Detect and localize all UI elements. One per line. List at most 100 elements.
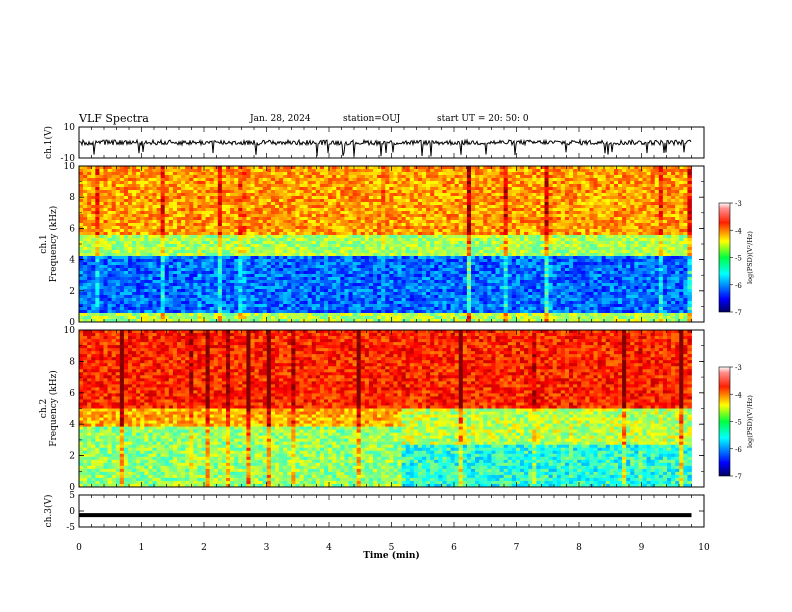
- spectrogram-cell: [95, 289, 100, 293]
- spectrogram-cell: [385, 271, 390, 275]
- spectrogram-cell: [405, 262, 411, 266]
- spectrogram-cell: [181, 229, 186, 233]
- spectrogram-cell: [393, 256, 398, 260]
- spectrogram-cell: [319, 277, 325, 281]
- spectrogram-cell: [168, 298, 174, 302]
- spectrogram-cell: [336, 235, 341, 239]
- spectrogram-cell: [364, 301, 370, 305]
- spectrogram-cell: [340, 316, 345, 320]
- spectrogram-cell: [344, 181, 349, 185]
- spectrogram-cell: [262, 214, 268, 218]
- spectrogram-cell: [446, 280, 451, 284]
- spectrogram-cell: [275, 298, 280, 302]
- spectrogram-cell: [136, 313, 141, 317]
- spectrogram-cell: [303, 202, 309, 206]
- spectrogram-cell: [221, 307, 227, 311]
- spectrogram-cell: [152, 277, 157, 281]
- spectrogram-cell: [279, 223, 284, 227]
- spectrogram-cell: [164, 208, 170, 212]
- spectrogram-cell: [422, 268, 427, 272]
- spectrogram-cell: [303, 217, 309, 221]
- spectrogram-cell: [246, 199, 251, 203]
- spectrogram-cell: [389, 217, 394, 221]
- spectrogram-cell: [119, 316, 125, 320]
- spectrogram-cell: [401, 247, 407, 251]
- spectrogram-cell: [332, 241, 337, 245]
- spectrogram-cell: [328, 172, 333, 176]
- spectrogram-cell: [181, 265, 186, 269]
- spectrogram-cell: [462, 298, 468, 302]
- spectrogram-cell: [377, 193, 382, 197]
- spectrogram-cell: [185, 214, 190, 218]
- spectrogram-cell: [344, 262, 349, 266]
- spectrogram-cell: [238, 259, 243, 263]
- spectrogram-cell: [430, 277, 435, 281]
- spectrogram-cell: [307, 256, 313, 260]
- spectrogram-cell: [250, 271, 255, 275]
- spectrogram-cell: [230, 196, 235, 200]
- spectrogram-cell: [152, 220, 157, 224]
- spectrogram-cell: [295, 202, 300, 206]
- spectrogram-cell: [377, 229, 382, 233]
- spectrogram-cell: [79, 220, 84, 224]
- spectrogram-cell: [250, 280, 255, 284]
- spectrogram-cell: [422, 295, 427, 299]
- spectrogram-cell: [356, 241, 362, 245]
- spectrogram-cell: [393, 313, 398, 317]
- spectrogram-cell: [454, 229, 460, 233]
- spectrogram-cell: [315, 199, 321, 203]
- spectrogram-cell: [348, 223, 353, 227]
- spectrogram-cell: [115, 172, 121, 176]
- spectrogram-cell: [119, 259, 125, 263]
- spectrogram-cell: [283, 307, 288, 311]
- spectrogram-cell: [213, 253, 219, 257]
- spectrogram-cell: [340, 304, 345, 308]
- spectrogram-cell: [373, 238, 378, 242]
- spectrogram-cell: [401, 310, 407, 314]
- spectrogram-cell: [262, 226, 268, 230]
- spectrogram-cell: [91, 238, 96, 242]
- spectrogram-cell: [156, 196, 162, 200]
- spectrogram-cell: [95, 178, 100, 182]
- spectrogram-cell: [373, 256, 378, 260]
- spectrogram-cell: [201, 274, 206, 278]
- spectrogram-cell: [291, 313, 296, 317]
- spectrogram-cell: [426, 268, 431, 272]
- spectrogram-cell: [324, 169, 329, 173]
- spectrogram-cell: [164, 187, 170, 191]
- spectrogram-cell: [275, 238, 280, 242]
- spectrogram-cell: [299, 208, 304, 212]
- spectrogram-cell: [99, 223, 104, 227]
- spectrogram-cell: [454, 250, 460, 254]
- spectrogram-cell: [168, 241, 174, 245]
- spectrogram-cell: [95, 214, 100, 218]
- spectrogram-cell: [450, 292, 456, 296]
- spectrogram-cell: [185, 190, 190, 194]
- spectrogram-cell: [434, 262, 439, 266]
- spectrogram-cell: [254, 274, 260, 278]
- spectrogram-cell: [230, 316, 235, 320]
- spectrogram-cell: [107, 259, 113, 263]
- spectrogram-cell: [144, 196, 149, 200]
- spectrogram-cell: [385, 238, 390, 242]
- spectrogram-cell: [160, 304, 166, 308]
- spectrogram-cell: [238, 241, 243, 245]
- spectrogram-cell: [426, 304, 431, 308]
- spectrogram-cell: [266, 247, 272, 251]
- spectrogram-cell: [466, 169, 472, 173]
- spectrogram-cell: [275, 214, 280, 218]
- spectrogram-cell: [140, 205, 145, 209]
- spectrogram-cell: [103, 172, 108, 176]
- spectrogram-cell: [417, 259, 423, 263]
- spectrogram-cell: [275, 196, 280, 200]
- spectrogram-cell: [426, 208, 431, 212]
- spectrogram-cell: [107, 193, 113, 197]
- spectrogram-cell: [324, 220, 329, 224]
- spectrogram-cell: [275, 271, 280, 275]
- spectrogram-cell: [226, 202, 231, 206]
- spectrogram-cell: [466, 280, 472, 284]
- spectrogram-cell: [462, 295, 468, 299]
- spectrogram-cell: [438, 175, 443, 179]
- spectrogram-cell: [462, 250, 468, 254]
- spectrogram-cell: [442, 175, 447, 179]
